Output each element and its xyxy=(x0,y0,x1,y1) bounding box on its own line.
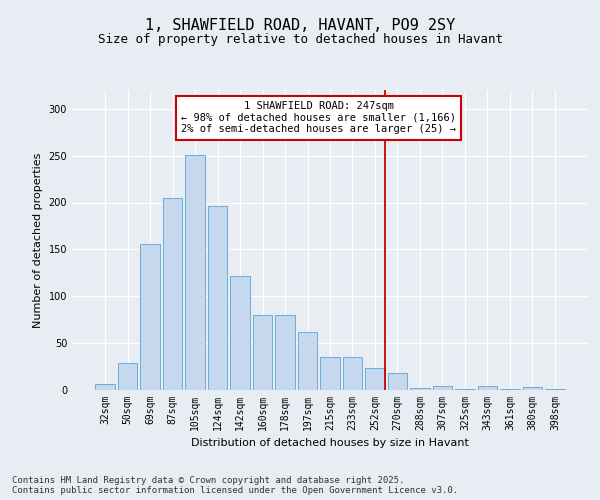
Bar xyxy=(455,389,475,390)
Bar xyxy=(320,357,340,390)
Bar xyxy=(140,244,160,390)
Text: 1, SHAWFIELD ROAD, HAVANT, PO9 2SY: 1, SHAWFIELD ROAD, HAVANT, PO9 2SY xyxy=(145,18,455,32)
Bar xyxy=(230,276,250,390)
Bar xyxy=(208,206,227,390)
Bar xyxy=(298,332,317,390)
Y-axis label: Number of detached properties: Number of detached properties xyxy=(33,152,43,328)
Bar xyxy=(545,389,565,390)
Text: Size of property relative to detached houses in Havant: Size of property relative to detached ho… xyxy=(97,32,503,46)
Bar xyxy=(185,154,205,390)
Bar xyxy=(163,198,182,390)
Bar xyxy=(433,386,452,390)
Bar xyxy=(523,387,542,390)
Bar xyxy=(365,368,385,390)
Bar xyxy=(478,386,497,390)
Text: Contains HM Land Registry data © Crown copyright and database right 2025.
Contai: Contains HM Land Registry data © Crown c… xyxy=(12,476,458,495)
Bar xyxy=(95,384,115,390)
Text: 1 SHAWFIELD ROAD: 247sqm
← 98% of detached houses are smaller (1,166)
2% of semi: 1 SHAWFIELD ROAD: 247sqm ← 98% of detach… xyxy=(181,101,456,134)
Bar xyxy=(500,389,520,390)
Bar xyxy=(118,363,137,390)
X-axis label: Distribution of detached houses by size in Havant: Distribution of detached houses by size … xyxy=(191,438,469,448)
Bar xyxy=(253,315,272,390)
Bar xyxy=(275,315,295,390)
Bar xyxy=(388,373,407,390)
Bar xyxy=(410,388,430,390)
Bar xyxy=(343,357,362,390)
